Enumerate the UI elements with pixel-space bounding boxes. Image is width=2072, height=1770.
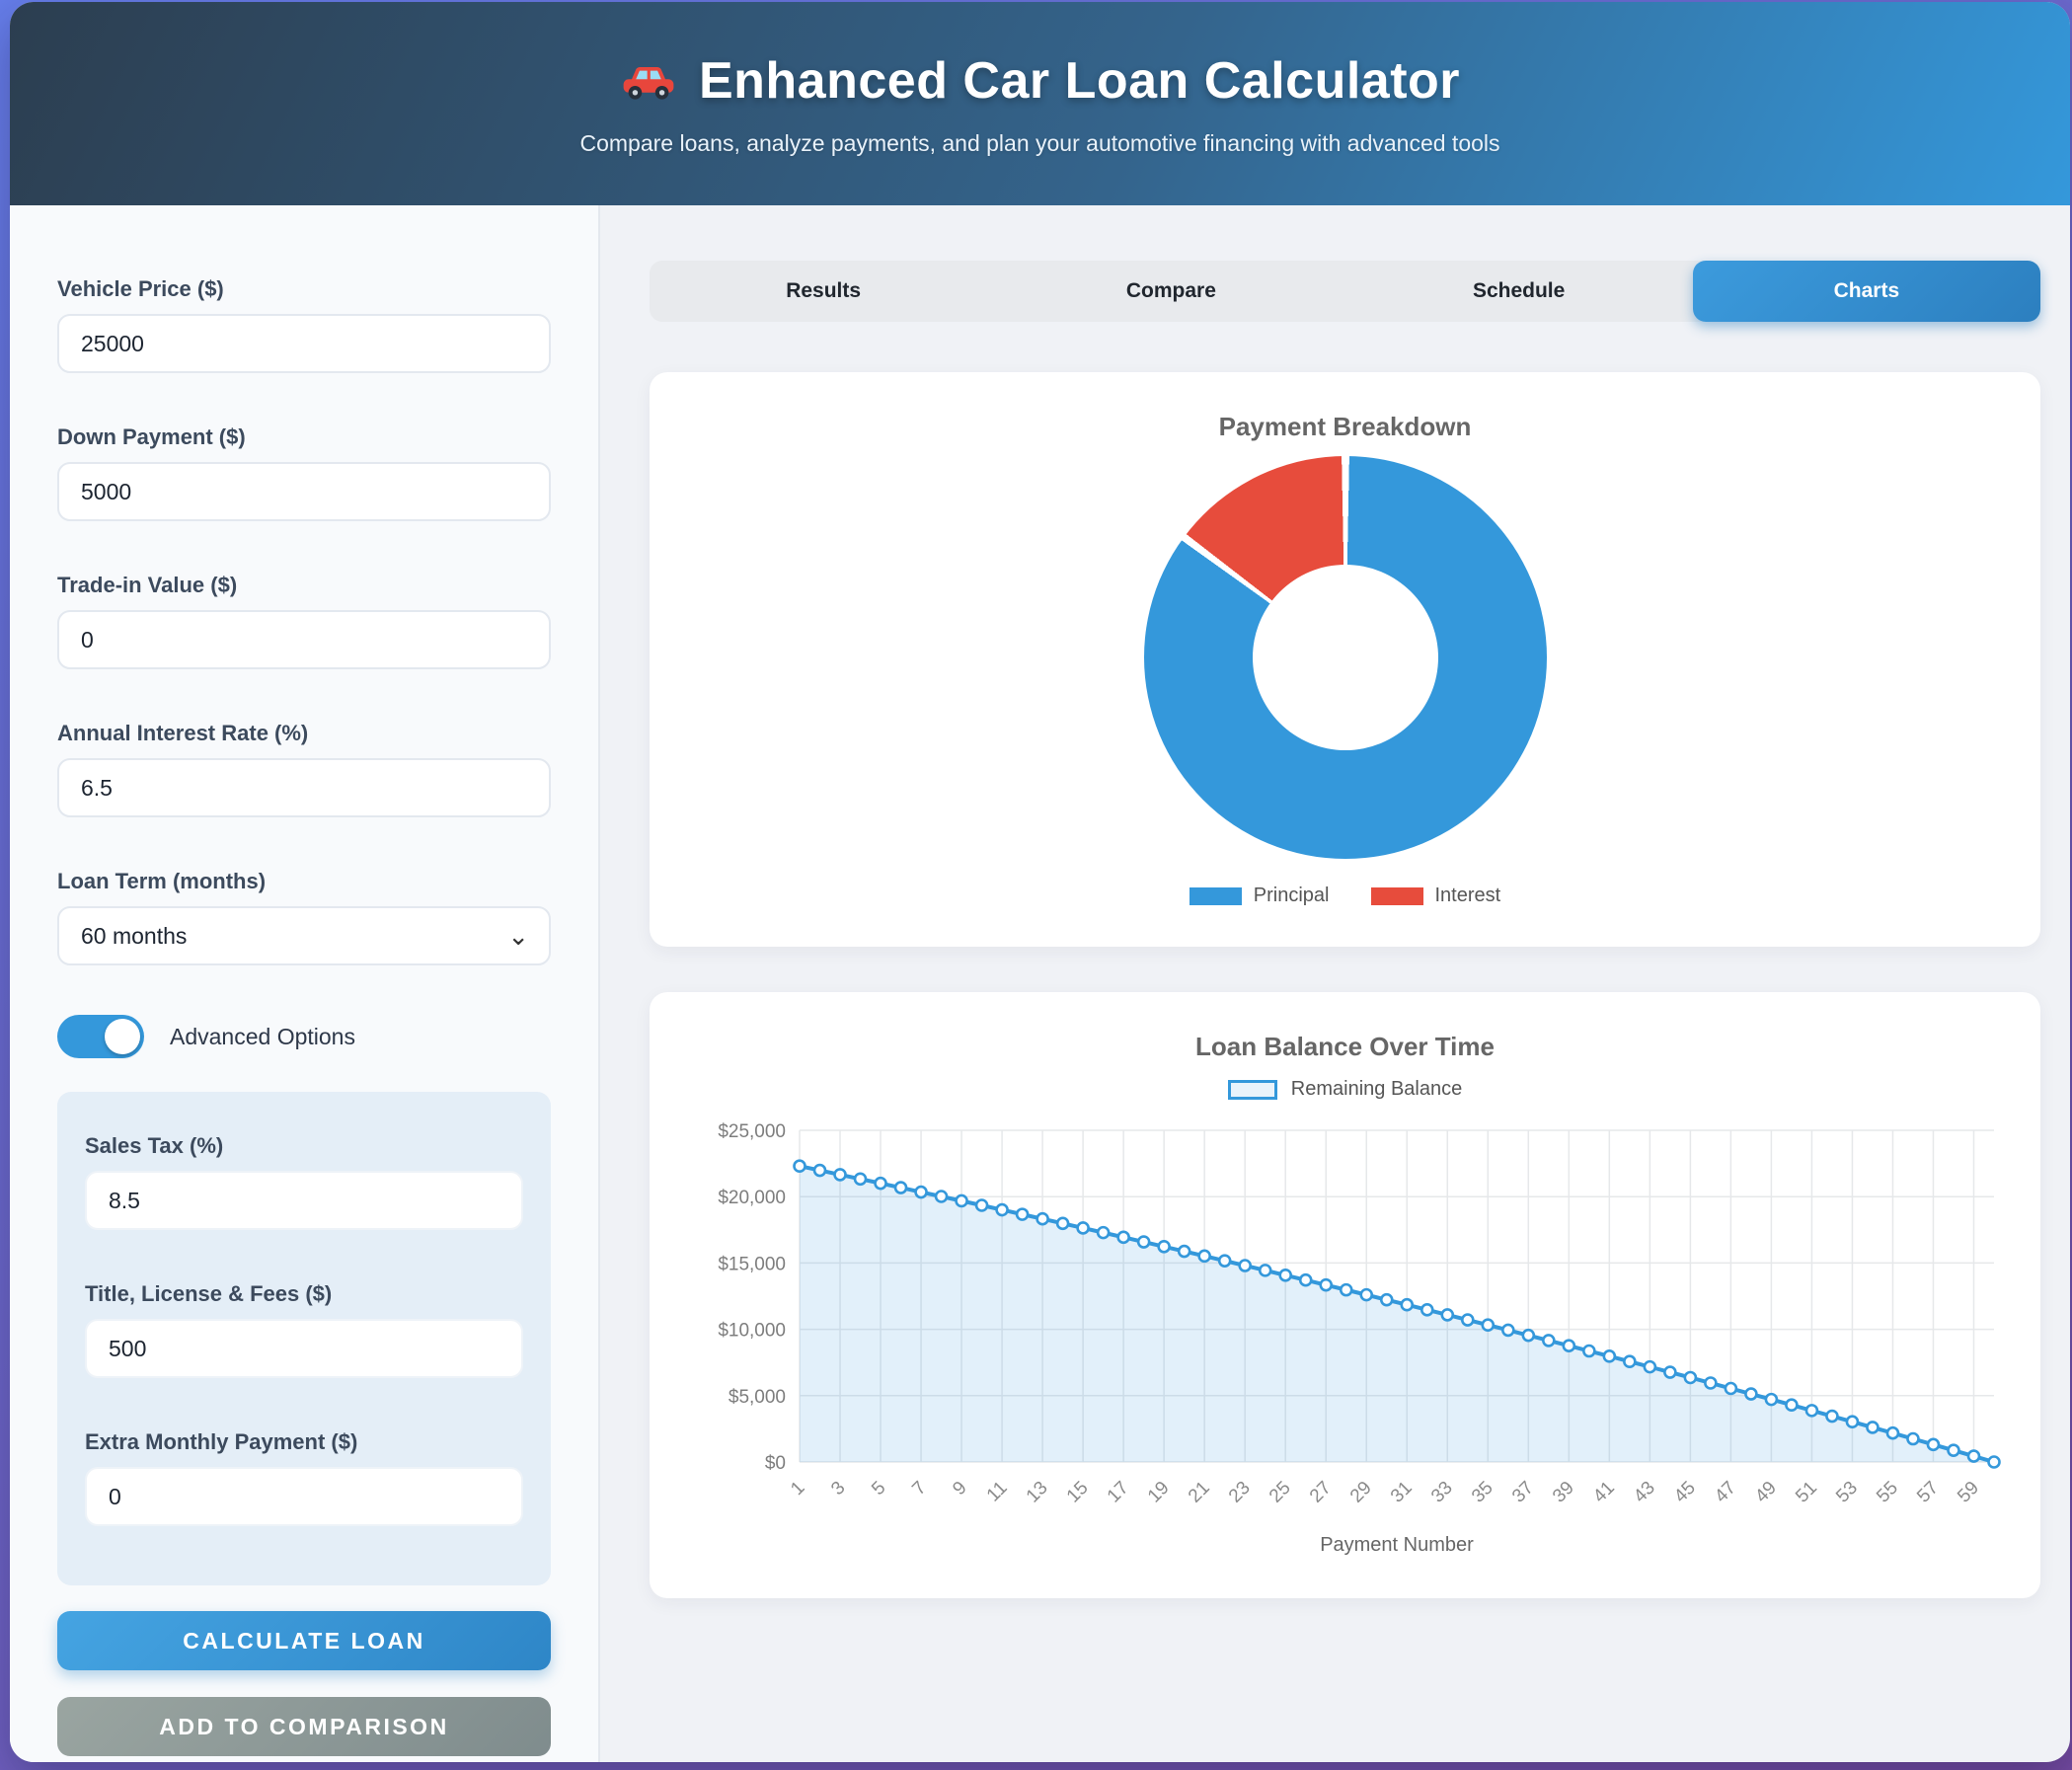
principal-swatch [1189,886,1242,905]
svg-text:5: 5 [868,1478,889,1500]
advanced-options-row: Advanced Options [57,1015,551,1058]
page-subtitle: Compare loans, analyze payments, and pla… [579,129,1500,156]
calculate-loan-button[interactable]: CALCULATE LOAN [57,1611,551,1670]
vehicle-price-input[interactable] [57,314,551,373]
svg-text:11: 11 [983,1478,1012,1506]
legend-item-principal[interactable]: Principal [1189,885,1330,907]
loan-input-sidebar: Vehicle Price ($) Down Payment ($) Trade… [10,205,600,1762]
extra-payment-label: Extra Monthly Payment ($) [85,1429,358,1454]
interest-rate-input[interactable] [57,758,551,817]
balance-legend: Remaining Balance [689,1078,2001,1101]
toggle-knob [105,1019,140,1054]
svg-text:43: 43 [1630,1478,1659,1507]
svg-text:25: 25 [1266,1478,1295,1507]
svg-text:29: 29 [1346,1478,1376,1507]
svg-text:55: 55 [1873,1478,1902,1507]
trade-in-input[interactable] [57,610,551,669]
interest-rate-field: Annual Interest Rate (%) [57,719,551,817]
remaining-balance-label: Remaining Balance [1290,1078,1463,1100]
sales-tax-input[interactable] [85,1171,523,1230]
tab-charts[interactable]: Charts [1692,261,2040,322]
payment-breakdown-card: Payment Breakdown Principal Interest [650,372,2040,947]
title-fees-field: Title, License & Fees ($) [85,1279,523,1378]
legend-item-interest[interactable]: Interest [1370,885,1501,907]
interest-label: Interest [1434,885,1501,906]
car-icon [623,66,674,100]
principal-label: Principal [1253,885,1330,906]
trade-in-label: Trade-in Value ($) [57,573,238,597]
extra-payment-input[interactable] [85,1467,523,1526]
down-payment-input[interactable] [57,462,551,521]
loan-term-field: Loan Term (months) 60 months ⌄ [57,867,551,965]
trade-in-field: Trade-in Value ($) [57,571,551,669]
loan-balance-card: Loan Balance Over Time Remaining Balance… [650,992,2040,1598]
page-title: Enhanced Car Loan Calculator [620,51,1460,111]
svg-text:47: 47 [1711,1478,1740,1507]
main-content: Results Compare Schedule Charts Payment … [600,205,2070,1762]
svg-text:51: 51 [1792,1478,1821,1507]
donut-hole [1252,565,1438,750]
title-fees-label: Title, License & Fees ($) [85,1281,333,1306]
loan-term-label: Loan Term (months) [57,869,267,893]
svg-text:37: 37 [1508,1478,1538,1507]
add-to-comparison-button[interactable]: ADD TO COMPARISON [57,1697,551,1756]
remaining-balance-swatch[interactable] [1227,1079,1277,1100]
app-window: Enhanced Car Loan Calculator Compare loa… [10,2,2070,1762]
advanced-options-panel: Sales Tax (%) Title, License & Fees ($) … [57,1092,551,1585]
tab-bar: Results Compare Schedule Charts [650,261,2040,322]
svg-text:57: 57 [1913,1478,1943,1507]
down-payment-field: Down Payment ($) [57,423,551,521]
advanced-options-toggle[interactable] [57,1015,144,1058]
svg-text:$20,000: $20,000 [718,1188,786,1208]
svg-text:27: 27 [1306,1478,1336,1507]
loan-term-select[interactable]: 60 months [57,906,551,965]
svg-text:53: 53 [1832,1478,1862,1507]
svg-text:41: 41 [1589,1478,1619,1507]
sales-tax-field: Sales Tax (%) [85,1131,523,1230]
vehicle-price-label: Vehicle Price ($) [57,276,224,301]
svg-text:Payment Number: Payment Number [1320,1534,1474,1556]
svg-text:33: 33 [1427,1478,1457,1507]
payment-breakdown-title: Payment Breakdown [1218,412,1472,441]
svg-text:$10,000: $10,000 [718,1321,786,1342]
svg-text:17: 17 [1104,1478,1133,1507]
svg-text:15: 15 [1063,1478,1093,1507]
payment-breakdown-donut [1143,456,1547,859]
svg-text:21: 21 [1185,1478,1214,1507]
svg-text:23: 23 [1225,1478,1255,1507]
svg-text:13: 13 [1023,1478,1052,1507]
interest-rate-label: Annual Interest Rate (%) [57,721,309,745]
vehicle-price-field: Vehicle Price ($) [57,274,551,373]
svg-text:7: 7 [908,1478,930,1500]
advanced-options-label: Advanced Options [170,1023,355,1049]
svg-text:59: 59 [1954,1478,1983,1507]
svg-text:3: 3 [827,1478,849,1500]
tab-results[interactable]: Results [650,261,997,322]
svg-text:9: 9 [949,1478,970,1500]
svg-text:49: 49 [1751,1478,1781,1507]
extra-payment-field: Extra Monthly Payment ($) [85,1427,523,1526]
app-header: Enhanced Car Loan Calculator Compare loa… [10,2,2070,205]
svg-text:31: 31 [1387,1478,1417,1507]
tab-compare[interactable]: Compare [997,261,1344,322]
svg-text:35: 35 [1468,1478,1497,1507]
loan-balance-title: Loan Balance Over Time [1195,1032,1495,1061]
svg-text:19: 19 [1144,1478,1174,1507]
tab-schedule[interactable]: Schedule [1345,261,1693,322]
sales-tax-label: Sales Tax (%) [85,1133,224,1158]
svg-text:39: 39 [1549,1478,1578,1507]
svg-text:$5,000: $5,000 [729,1387,786,1408]
svg-text:$25,000: $25,000 [718,1121,786,1142]
svg-text:45: 45 [1670,1478,1700,1507]
page-title-text: Enhanced Car Loan Calculator [698,51,1461,110]
down-payment-label: Down Payment ($) [57,424,246,449]
interest-swatch [1370,886,1423,905]
donut-legend: Principal Interest [689,885,2001,907]
svg-text:$15,000: $15,000 [718,1254,786,1274]
svg-text:$0: $0 [765,1453,786,1474]
svg-text:1: 1 [787,1478,808,1500]
title-fees-input[interactable] [85,1319,523,1378]
